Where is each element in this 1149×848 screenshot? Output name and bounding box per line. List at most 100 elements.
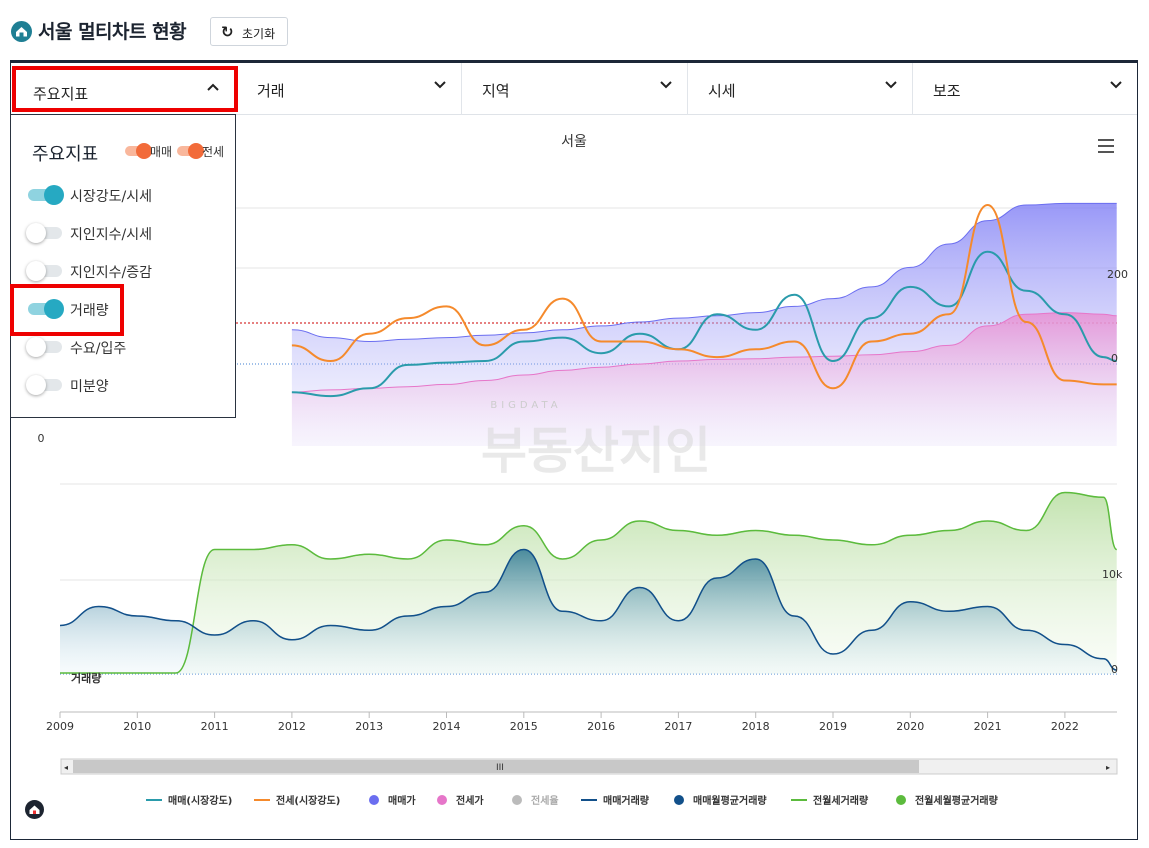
highlight-box bbox=[10, 284, 124, 336]
upper-right-axis-top: 200 bbox=[1107, 268, 1128, 281]
multi-chart: 2009 2010 2011 2012 2013 2014 2015 2016 2017 2018… bbox=[11, 116, 1137, 838]
upper-right-axis-bottom: 0 bbox=[1111, 352, 1118, 365]
toggle-switch[interactable] bbox=[28, 185, 64, 205]
lower-right-axis-bottom: 0 bbox=[1111, 663, 1118, 676]
toggle-switch[interactable] bbox=[26, 223, 62, 243]
option-jiin-index-price[interactable]: 지인지수/시세 bbox=[26, 222, 228, 244]
option-label: 지인지수/증감 bbox=[70, 265, 152, 281]
legend-item: 전세가 bbox=[456, 794, 484, 807]
option-label: 미분양 bbox=[70, 379, 109, 395]
legend-dot-marker bbox=[674, 795, 684, 805]
scrollbar-grip-icon: III bbox=[496, 763, 504, 773]
tab-label: 시세 bbox=[708, 82, 736, 100]
x-tick-label: 2017 bbox=[664, 720, 692, 733]
chart-svg: 2009 2010 2011 2012 2013 2014 2015 2016 2017 2018… bbox=[38, 134, 1129, 807]
main-indicators-dropdown: 주요지표 매매 전세 시장강도/시세 지인지수/시세 지인지수/증감 거래량 수… bbox=[10, 114, 236, 418]
sale-mode-label: 매매 bbox=[150, 145, 173, 159]
rent-volume-line bbox=[59, 491, 1118, 674]
x-tick-label: 2015 bbox=[510, 720, 538, 733]
tab-price[interactable]: 시세 bbox=[688, 63, 913, 115]
option-supply-demand[interactable]: 수요/입주 bbox=[26, 336, 228, 358]
x-tick-label: 2014 bbox=[433, 720, 461, 733]
toggle-switch[interactable] bbox=[26, 375, 62, 395]
scrollbar-thumb[interactable] bbox=[73, 760, 919, 773]
legend-item: 매매가 bbox=[388, 794, 416, 807]
chart-menu-icon[interactable] bbox=[1098, 139, 1114, 153]
legend-dot-marker bbox=[512, 795, 522, 805]
tab-label: 지역 bbox=[482, 82, 510, 100]
legend-item: 전월세월평균거래량 bbox=[915, 794, 999, 807]
legend-item: 전세(시장강도) bbox=[276, 794, 340, 807]
chart-legend: 매매(시장강도) 전세(시장강도) 매매가 전세가 전세율 매매거래량 매매월평균거래량 전월… bbox=[146, 794, 999, 807]
option-transaction-volume[interactable]: 거래량 bbox=[28, 298, 228, 320]
legend-item: 매매(시장강도) bbox=[168, 794, 232, 807]
chart-title: 서울 bbox=[561, 134, 587, 150]
x-tick-label: 2012 bbox=[278, 720, 306, 733]
line-series bbox=[59, 203, 1118, 674]
option-unsold[interactable]: 미분양 bbox=[26, 374, 228, 396]
jeonse-mode-label: 전세 bbox=[202, 145, 225, 159]
header: 서울 멀티차트 현황 ↻ 초기화 bbox=[0, 0, 1149, 60]
x-tick-label: 2018 bbox=[742, 720, 770, 733]
toggle-switch[interactable] bbox=[26, 261, 62, 281]
x-tick-label: 2016 bbox=[587, 720, 615, 733]
x-tick-label: 2021 bbox=[974, 720, 1002, 733]
brand-logo-icon bbox=[25, 800, 44, 819]
option-label: 시장강도/시세 bbox=[70, 189, 152, 205]
upper-left-axis-label: 0 bbox=[38, 432, 45, 445]
x-tick-label: 2010 bbox=[123, 720, 151, 733]
x-tick-label: 2019 bbox=[819, 720, 847, 733]
jeonse-price-area-edge bbox=[291, 312, 1117, 393]
toggle-switch[interactable] bbox=[26, 337, 62, 357]
option-label: 수요/입주 bbox=[70, 341, 127, 357]
chevron-down-icon bbox=[885, 81, 897, 89]
dropdown-title: 주요지표 bbox=[32, 144, 99, 165]
sale-price-area-edge bbox=[291, 202, 1117, 343]
legend-dot-marker bbox=[369, 795, 379, 805]
refresh-icon: ↻ bbox=[221, 23, 234, 41]
option-label: 거래량 bbox=[70, 303, 109, 319]
watermark-sub: BIGDATA bbox=[490, 400, 561, 411]
volume-panel-label: 거래량 bbox=[71, 671, 101, 685]
sale-strength-line bbox=[291, 250, 1117, 398]
reset-button[interactable]: ↻ 초기화 bbox=[210, 17, 288, 46]
x-tick-label: 2011 bbox=[201, 720, 229, 733]
jeonse-mode-toggle[interactable] bbox=[177, 143, 204, 159]
toggle-switch[interactable] bbox=[28, 299, 64, 319]
tab-label: 주요지표 bbox=[33, 85, 89, 103]
x-tick-label: 2013 bbox=[355, 720, 383, 733]
legend-item: 전월세거래량 bbox=[813, 794, 869, 807]
scroll-right-icon[interactable]: ▸ bbox=[1106, 763, 1110, 772]
tab-auxiliary[interactable]: 보조 bbox=[913, 63, 1137, 115]
filter-tabs: 주요지표 거래 지역 시세 보조 bbox=[11, 63, 1137, 115]
sale-volume-line bbox=[59, 548, 1117, 671]
scroll-left-icon[interactable]: ◂ bbox=[64, 763, 68, 772]
tab-label: 거래 bbox=[257, 82, 285, 100]
option-jiin-index-change[interactable]: 지인지수/증감 bbox=[26, 260, 228, 282]
home-logo-icon[interactable] bbox=[11, 21, 32, 42]
watermark: 부동산지인 bbox=[481, 422, 711, 480]
legend-item: 매매월평균거래량 bbox=[693, 794, 767, 807]
x-tick-label: 2009 bbox=[46, 720, 74, 733]
chevron-down-icon bbox=[1110, 81, 1122, 89]
legend-dot-marker bbox=[896, 795, 906, 805]
tab-region[interactable]: 지역 bbox=[462, 63, 688, 115]
tab-main-indicators[interactable]: 주요지표 bbox=[12, 66, 238, 112]
tab-transaction[interactable]: 거래 bbox=[237, 63, 462, 115]
page-title: 서울 멀티차트 현황 bbox=[38, 21, 187, 43]
chevron-up-icon bbox=[207, 83, 219, 91]
chevron-down-icon bbox=[660, 81, 672, 89]
jeonse-price-area bbox=[291, 312, 1117, 446]
option-label: 지인지수/시세 bbox=[70, 227, 152, 243]
reset-label: 초기화 bbox=[242, 27, 276, 41]
option-market-strength[interactable]: 시장강도/시세 bbox=[28, 184, 228, 206]
chevron-down-icon bbox=[434, 81, 446, 89]
legend-item: 매매거래량 bbox=[603, 794, 650, 807]
legend-dot-marker bbox=[437, 795, 447, 805]
tab-label: 보조 bbox=[933, 82, 961, 100]
jeonse-strength-line bbox=[291, 203, 1117, 390]
x-tick-label: 2020 bbox=[896, 720, 924, 733]
x-tick-label: 2022 bbox=[1051, 720, 1079, 733]
legend-item: 전세율 bbox=[531, 794, 559, 807]
sale-mode-toggle[interactable] bbox=[125, 143, 152, 159]
